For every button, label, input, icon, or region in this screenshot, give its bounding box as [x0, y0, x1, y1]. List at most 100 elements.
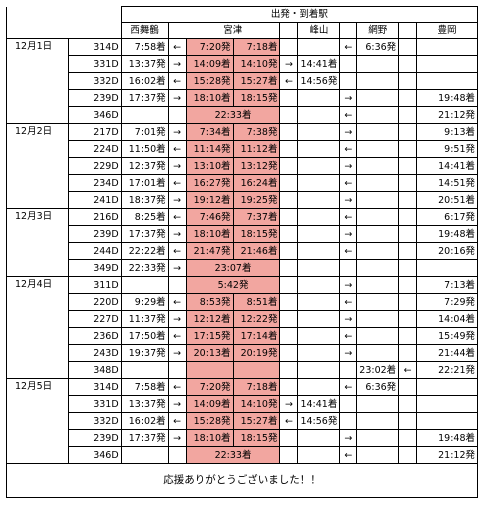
- nishimaizuru-time: 13:37発: [120, 395, 169, 413]
- direction-arrow: ←: [167, 378, 187, 396]
- toyooka-time: 19:48着: [416, 89, 478, 107]
- direction-arrow: →: [339, 157, 358, 175]
- table-row: 12月3日 216D 8:25着 ← 7:46発 7:37着 ← 6:17発: [6, 208, 478, 226]
- table-row: 234D 17:01着 ← 16:27発 16:24着 ← 14:51発: [6, 174, 478, 192]
- nishimaizuru-time: [120, 276, 169, 294]
- direction-arrow: [279, 293, 299, 311]
- date-cell: 12月1日: [6, 38, 69, 56]
- train-number: 349D: [67, 259, 122, 277]
- nishimaizuru-time: [120, 361, 169, 379]
- direction-arrow: →: [167, 259, 187, 277]
- mineyama-time: 14:41着: [297, 55, 341, 73]
- direction-arrow: [398, 242, 418, 260]
- header-gap: [167, 22, 187, 39]
- direction-arrow: [279, 89, 299, 107]
- toyooka-time: 6:17発: [416, 208, 478, 226]
- direction-arrow: →: [167, 123, 187, 141]
- train-number: 217D: [67, 123, 122, 141]
- direction-arrow: ←: [339, 208, 358, 226]
- mineyama-time: [297, 242, 341, 260]
- miyazu-time: 21:46着: [232, 242, 281, 260]
- miyazu-time: 12:12着: [185, 310, 234, 328]
- nishimaizuru-time: 11:50着: [120, 140, 169, 158]
- direction-arrow: [398, 208, 418, 226]
- date-cell: [6, 361, 69, 379]
- direction-arrow: [398, 310, 418, 328]
- mineyama-time: [297, 378, 341, 396]
- table-row: 12月1日 314D 7:58着 ← 7:20発 7:18着 ← 6:36発: [6, 38, 478, 56]
- table-row: 220D 9:29着 ← 8:53発 8:51着 ← 7:29発: [6, 293, 478, 311]
- mineyama-time: [297, 293, 341, 311]
- train-number: 314D: [67, 378, 122, 396]
- miyazu-time: 13:12発: [232, 157, 281, 175]
- direction-arrow: [398, 446, 418, 464]
- mineyama-time: [297, 259, 341, 277]
- toyooka-time: 14:51発: [416, 174, 478, 192]
- table-row: 332D 16:02着 ← 15:28発 15:27着 ← 14:56発: [6, 72, 478, 90]
- date-cell: [6, 157, 69, 175]
- direction-arrow: ←: [167, 72, 187, 90]
- direction-arrow: [339, 259, 358, 277]
- miyazu-time: 22:33着: [185, 106, 281, 124]
- miyazu-time: 18:15発: [232, 89, 281, 107]
- direction-arrow: [279, 225, 299, 243]
- date-cell: [6, 310, 69, 328]
- direction-arrow: [398, 174, 418, 192]
- miyazu-time: 22:33着: [185, 446, 281, 464]
- miyazu-time: 20:19発: [232, 344, 281, 362]
- train-number: 331D: [67, 395, 122, 413]
- nishimaizuru-time: 17:37発: [120, 225, 169, 243]
- train-number: 239D: [67, 225, 122, 243]
- direction-arrow: →: [339, 276, 358, 294]
- mineyama-time: [297, 89, 341, 107]
- nishimaizuru-time: 16:02着: [120, 412, 169, 430]
- table-row: 332D 16:02着 ← 15:28発 15:27着 ← 14:56発: [6, 412, 478, 430]
- mineyama-time: [297, 123, 341, 141]
- miyazu-time: 7:37着: [232, 208, 281, 226]
- direction-arrow: →: [167, 157, 187, 175]
- amino-time: [356, 174, 400, 192]
- mineyama-time: [297, 106, 341, 124]
- direction-arrow: →: [339, 344, 358, 362]
- table-row: 239D 17:37発 → 18:10着 18:15発 → 19:48着: [6, 429, 478, 447]
- miyazu-time: 8:53発: [185, 293, 234, 311]
- table-row: 244D 22:22着 ← 21:47発 21:46着 ← 20:16発: [6, 242, 478, 260]
- direction-arrow: [339, 412, 358, 430]
- direction-arrow: [167, 106, 187, 124]
- table-row: 241D 18:37発 → 19:12着 19:25発 → 20:51着: [6, 191, 478, 209]
- direction-arrow: [279, 327, 299, 345]
- nishimaizuru-time: 17:37発: [120, 89, 169, 107]
- train-number: 346D: [67, 446, 122, 464]
- miyazu-time: 18:10着: [185, 429, 234, 447]
- table-row: 331D 13:37発 → 14:09着 14:10発 → 14:41着: [6, 55, 478, 73]
- direction-arrow: [339, 395, 358, 413]
- mineyama-time: [297, 140, 341, 158]
- amino-time: [356, 140, 400, 158]
- direction-arrow: [279, 106, 299, 124]
- miyazu-time: 7:20発: [185, 378, 234, 396]
- direction-arrow: →: [167, 89, 187, 107]
- nishimaizuru-time: 11:37発: [120, 310, 169, 328]
- amino-time: [356, 327, 400, 345]
- header-gap: [339, 22, 358, 39]
- table-row: 12月2日 217D 7:01発 → 7:34着 7:38発 → 9:13着: [6, 123, 478, 141]
- mineyama-time: [297, 327, 341, 345]
- date-cell: [6, 293, 69, 311]
- nishimaizuru-time: 7:58着: [120, 38, 169, 56]
- direction-arrow: →: [167, 344, 187, 362]
- date-cell: 12月2日: [6, 123, 69, 141]
- amino-time: [356, 55, 400, 73]
- date-cell: [6, 225, 69, 243]
- miyazu-time: 15:27着: [232, 72, 281, 90]
- direction-arrow: [279, 123, 299, 141]
- nishimaizuru-time: 9:29着: [120, 293, 169, 311]
- miyazu-time: 11:12着: [232, 140, 281, 158]
- direction-arrow: [339, 361, 358, 379]
- train-number: 311D: [67, 276, 122, 294]
- direction-arrow: ←: [339, 327, 358, 345]
- amino-time: [356, 310, 400, 328]
- train-number: 314D: [67, 38, 122, 56]
- miyazu-time: 18:10着: [185, 89, 234, 107]
- date-cell: [6, 412, 69, 430]
- mineyama-time: [297, 361, 341, 379]
